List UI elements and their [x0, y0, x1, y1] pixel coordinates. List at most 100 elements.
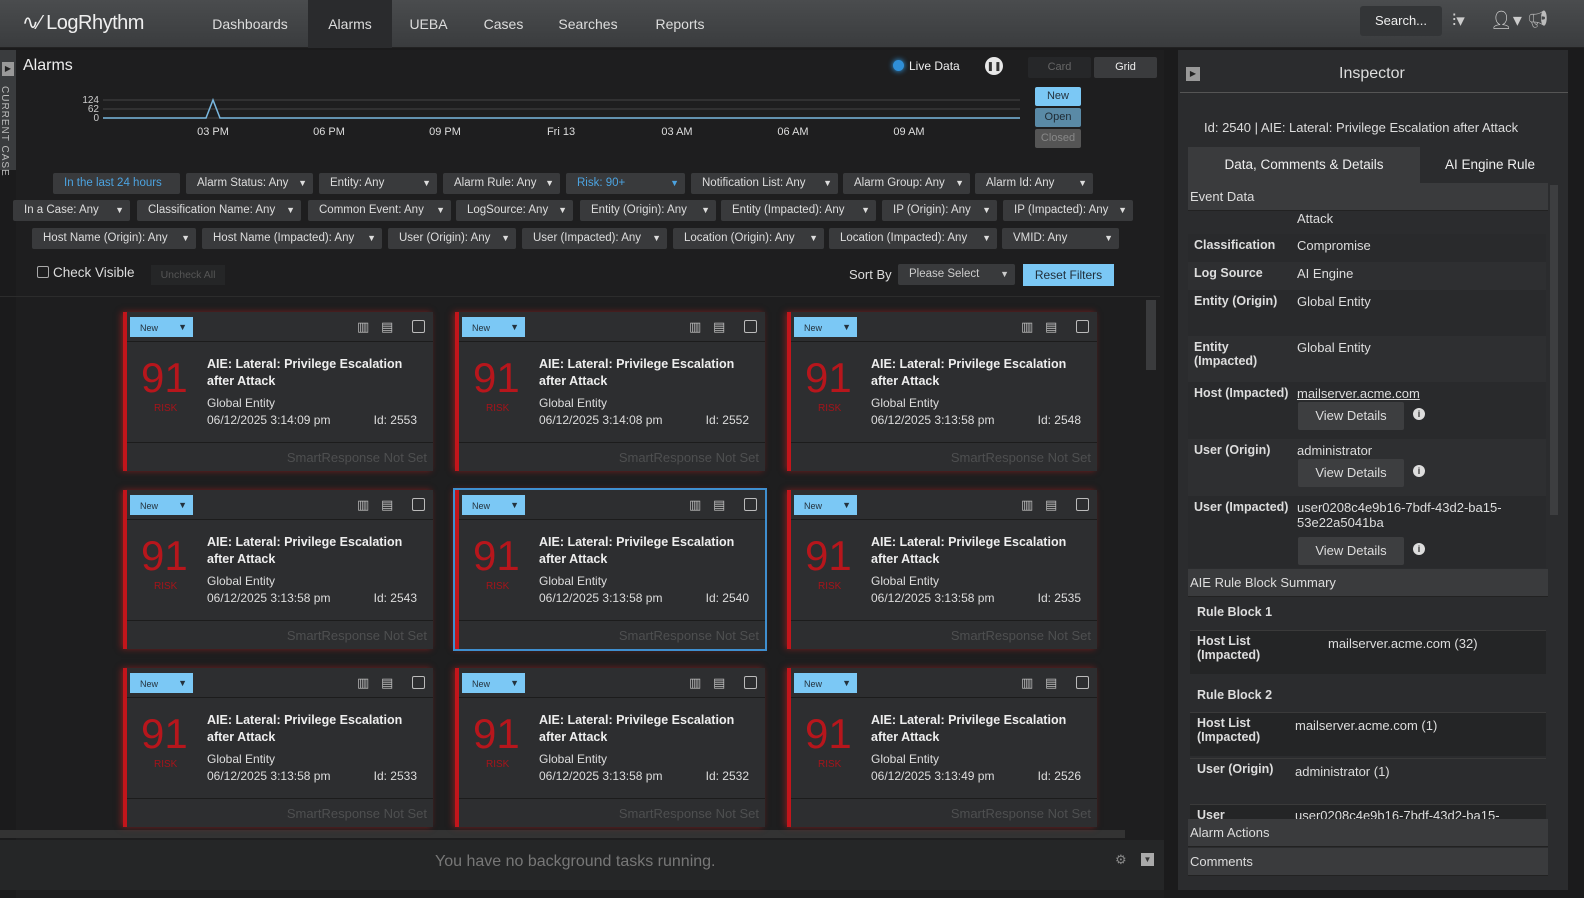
filter-in-a-case[interactable]: In a Case: Any ▼: [13, 200, 130, 221]
logo[interactable]: ∿⁄ LogRhythm: [22, 12, 144, 34]
alarm-actions-section[interactable]: Alarm Actions: [1188, 819, 1548, 847]
info-icon[interactable]: i: [1413, 408, 1425, 420]
settings-sliders-icon[interactable]: ⫶▾: [1452, 11, 1465, 30]
uncheck-all-button[interactable]: Uncheck All: [151, 265, 225, 285]
chart-icon[interactable]: ▥: [357, 675, 370, 690]
sort-by-select[interactable]: Please Select ▼: [898, 264, 1015, 285]
aie-rule-block-summary-section[interactable]: AIE Rule Block Summary: [1188, 569, 1548, 597]
chart-icon[interactable]: ▥: [1021, 497, 1034, 512]
case-briefcase-icon[interactable]: ▤: [1045, 675, 1058, 690]
grid-view-button[interactable]: Grid: [1094, 57, 1157, 78]
alarm-card[interactable]: New ▼ ▥ ▤ 91 RISK AIE: Lateral: Privilege…: [787, 312, 1097, 471]
nav-reports[interactable]: Reports: [655, 16, 705, 32]
alarm-card[interactable]: New ▼ ▥ ▤ 91 RISK AIE: Lateral: Privilege…: [123, 312, 433, 471]
case-briefcase-icon[interactable]: ▤: [713, 319, 726, 334]
tab-data-comments-details[interactable]: Data, Comments & Details: [1188, 147, 1420, 183]
select-checkbox[interactable]: [744, 498, 757, 511]
status-open-button[interactable]: Open: [1035, 108, 1081, 127]
select-checkbox[interactable]: [412, 676, 425, 689]
filter-alarm-status[interactable]: Alarm Status: Any ▼: [186, 173, 313, 194]
tab-ai-engine-rule[interactable]: AI Engine Rule: [1444, 157, 1536, 172]
case-briefcase-icon[interactable]: ▤: [713, 497, 726, 512]
chart-icon[interactable]: ▥: [689, 319, 702, 334]
card-view-button[interactable]: Card: [1028, 57, 1091, 78]
chart-icon[interactable]: ▥: [1021, 675, 1034, 690]
chart-icon[interactable]: ▥: [689, 497, 702, 512]
select-checkbox[interactable]: [1076, 676, 1089, 689]
filter-entity-impacted-[interactable]: Entity (Impacted): Any ▼: [721, 200, 876, 221]
megaphone-icon[interactable]: 📢︎: [1527, 10, 1549, 29]
select-checkbox[interactable]: [744, 320, 757, 333]
checkbox-icon[interactable]: [37, 266, 49, 278]
chart-icon[interactable]: ▥: [689, 675, 702, 690]
live-data-toggle[interactable]: Live Data: [893, 59, 960, 73]
user-icon[interactable]: 👤︎▾: [1490, 10, 1522, 30]
filter-risk[interactable]: Risk: 90+ ▼: [566, 173, 685, 194]
case-briefcase-icon[interactable]: ▤: [381, 319, 394, 334]
nav-cases[interactable]: Cases: [483, 16, 524, 32]
status-dropdown[interactable]: New ▼: [130, 317, 193, 337]
collapse-inspector-icon[interactable]: ▶: [1186, 67, 1200, 81]
info-icon[interactable]: i: [1413, 465, 1425, 477]
alarm-card[interactable]: New ▼ ▥ ▤ 91 RISK AIE: Lateral: Privilege…: [455, 668, 765, 827]
expand-icon[interactable]: ▶: [2, 62, 14, 76]
inspector-scrollbar[interactable]: [1550, 185, 1558, 515]
filter-logsource[interactable]: LogSource: Any ▼: [456, 200, 573, 221]
status-dropdown[interactable]: New ▼: [462, 673, 525, 693]
status-dropdown[interactable]: New ▼: [794, 317, 857, 337]
case-briefcase-icon[interactable]: ▤: [1045, 319, 1058, 334]
filter-entity-origin-[interactable]: Entity (Origin): Any ▼: [580, 200, 716, 221]
reset-filters-button[interactable]: Reset Filters: [1023, 264, 1114, 286]
check-visible-checkbox[interactable]: Check Visible: [37, 265, 135, 280]
chart-icon[interactable]: ▥: [1021, 319, 1034, 334]
filter-alarm-rule[interactable]: Alarm Rule: Any ▼: [443, 173, 560, 194]
status-dropdown[interactable]: New ▼: [130, 495, 193, 515]
case-briefcase-icon[interactable]: ▤: [381, 675, 394, 690]
horizontal-scrollbar[interactable]: [0, 830, 1125, 838]
cards-scrollbar[interactable]: [1146, 300, 1156, 370]
select-checkbox[interactable]: [412, 320, 425, 333]
status-dropdown[interactable]: New ▼: [794, 495, 857, 515]
filter-location-impacted-[interactable]: Location (Impacted): Any ▼: [829, 228, 997, 249]
filter-user-impacted-[interactable]: User (Impacted): Any ▼: [522, 228, 667, 249]
alarm-card[interactable]: New ▼ ▥ ▤ 91 RISK AIE: Lateral: Privilege…: [787, 490, 1097, 649]
field-value[interactable]: mailserver.acme.com: [1297, 386, 1420, 401]
view-details-button[interactable]: View Details: [1298, 402, 1404, 430]
filter-host-name-origin-[interactable]: Host Name (Origin): Any ▼: [32, 228, 196, 249]
alarm-card[interactable]: New ▼ ▥ ▤ 91 RISK AIE: Lateral: Privilege…: [453, 488, 767, 651]
global-search-button[interactable]: Search...: [1360, 6, 1442, 36]
filter-alarm-group[interactable]: Alarm Group: Any ▼: [843, 173, 970, 194]
status-dropdown[interactable]: New ▼: [794, 673, 857, 693]
filter-ip-impacted-[interactable]: IP (Impacted): Any ▼: [1003, 200, 1133, 221]
select-checkbox[interactable]: [744, 676, 757, 689]
filter-entity[interactable]: Entity: Any ▼: [319, 173, 437, 194]
alarm-card[interactable]: New ▼ ▥ ▤ 91 RISK AIE: Lateral: Privilege…: [123, 490, 433, 649]
event-data-section[interactable]: Event Data: [1188, 183, 1548, 211]
case-briefcase-icon[interactable]: ▤: [381, 497, 394, 512]
chart-icon[interactable]: ▥: [357, 497, 370, 512]
current-case-tab[interactable]: [0, 50, 16, 170]
filter-location-origin-[interactable]: Location (Origin): Any ▼: [673, 228, 824, 249]
nav-dashboards[interactable]: Dashboards: [212, 16, 288, 32]
filter-common-event[interactable]: Common Event: Any ▼: [308, 200, 451, 221]
alarm-card[interactable]: New ▼ ▥ ▤ 91 RISK AIE: Lateral: Privilege…: [787, 668, 1097, 827]
filter-alarm-id[interactable]: Alarm Id: Any ▼: [975, 173, 1093, 194]
nav-searches[interactable]: Searches: [558, 16, 618, 32]
alarm-card[interactable]: New ▼ ▥ ▤ 91 RISK AIE: Lateral: Privilege…: [455, 312, 765, 471]
view-details-button[interactable]: View Details: [1298, 459, 1404, 487]
collapse-icon[interactable]: ▼: [1141, 853, 1154, 866]
filter-notification-list[interactable]: Notification List: Any ▼: [691, 173, 838, 194]
pause-button[interactable]: ❚❚: [985, 57, 1003, 75]
comments-section[interactable]: Comments: [1188, 848, 1548, 876]
filter-vmid[interactable]: VMID: Any ▼: [1002, 228, 1119, 249]
gear-icon[interactable]: ⚙: [1115, 852, 1127, 867]
case-briefcase-icon[interactable]: ▤: [1045, 497, 1058, 512]
nav-ueba[interactable]: UEBA: [409, 16, 448, 32]
filter-ip-origin-[interactable]: IP (Origin): Any ▼: [882, 200, 997, 221]
status-dropdown[interactable]: New ▼: [462, 317, 525, 337]
view-details-button[interactable]: View Details: [1298, 537, 1404, 565]
info-icon[interactable]: i: [1413, 543, 1425, 555]
chart-icon[interactable]: ▥: [357, 319, 370, 334]
case-briefcase-icon[interactable]: ▤: [713, 675, 726, 690]
select-checkbox[interactable]: [1076, 498, 1089, 511]
